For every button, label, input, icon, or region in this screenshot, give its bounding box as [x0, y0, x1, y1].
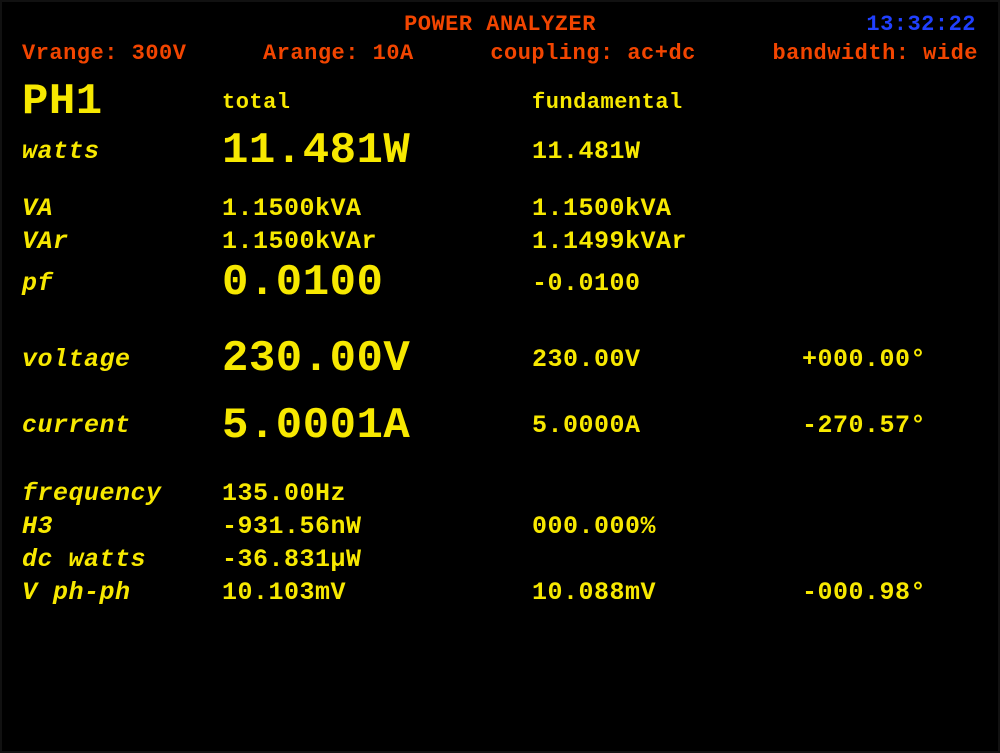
row-va-total: 1.1500kVA [222, 194, 522, 223]
row-watts-phase [802, 139, 978, 164]
row-dcwatts-phase [802, 547, 978, 572]
vrange-label: Vrange: 300V [22, 41, 186, 66]
row-pf-fund: -0.0100 [532, 269, 792, 298]
page-title: POWER ANALYZER [22, 12, 978, 37]
arange-label: Arange: 10A [263, 41, 414, 66]
coupling-label: coupling: ac+dc [490, 41, 696, 66]
row-va-label: VA [22, 194, 212, 223]
row-vphph-total: 10.103mV [222, 578, 522, 607]
row-h3-phase [802, 514, 978, 539]
row-vphph-phase: -000.98° [802, 578, 978, 607]
row-watts-fund: 11.481W [532, 137, 792, 166]
measurements-grid: PH1 total fundamental watts 11.481W 11.4… [22, 80, 978, 607]
row-frequency-total: 135.00Hz [222, 479, 522, 508]
row-watts-total: 11.481W [222, 128, 522, 174]
row-vphph-label: V ph-ph [22, 578, 212, 607]
row-frequency-fund [532, 481, 792, 506]
row-frequency-label: frequency [22, 479, 212, 508]
row-current-label: current [22, 411, 212, 440]
row-va-fund: 1.1500kVA [532, 194, 792, 223]
row-var-fund: 1.1499kVAr [532, 227, 792, 256]
row-voltage-total: 230.00V [222, 336, 522, 382]
row-frequency-phase [802, 481, 978, 506]
row-voltage-phase: +000.00° [802, 345, 978, 374]
row-pf-total: 0.0100 [222, 260, 522, 306]
blank [802, 94, 978, 110]
analyzer-screen: POWER ANALYZER 13:32:22 Vrange: 300V Ara… [0, 0, 1000, 753]
row-va-phase [802, 196, 978, 221]
row-pf-label: pf [22, 269, 212, 298]
row-var-label: VAr [22, 227, 212, 256]
phase-heading: PH1 [22, 80, 212, 124]
row-current-total: 5.0001A [222, 403, 522, 449]
row-current-fund: 5.0000A [532, 411, 792, 440]
row-h3-total: -931.56nW [222, 512, 522, 541]
settings-row: Vrange: 300V Arange: 10A coupling: ac+dc… [22, 41, 978, 66]
row-h3-fund: 000.000% [532, 512, 792, 541]
row-dcwatts-total: -36.831µW [222, 545, 522, 574]
bandwidth-label: bandwidth: wide [772, 41, 978, 66]
row-pf-phase [802, 271, 978, 296]
row-dcwatts-fund [532, 547, 792, 572]
total-heading: total [222, 90, 522, 115]
row-var-phase [802, 229, 978, 254]
row-voltage-fund: 230.00V [532, 345, 792, 374]
row-voltage-label: voltage [22, 345, 212, 374]
row-vphph-fund: 10.088mV [532, 578, 792, 607]
fundamental-heading: fundamental [532, 90, 792, 115]
row-var-total: 1.1500kVAr [222, 227, 522, 256]
row-dcwatts-label: dc watts [22, 545, 212, 574]
row-h3-label: H3 [22, 512, 212, 541]
row-watts-label: watts [22, 137, 212, 166]
row-current-phase: -270.57° [802, 411, 978, 440]
clock: 13:32:22 [866, 12, 976, 37]
